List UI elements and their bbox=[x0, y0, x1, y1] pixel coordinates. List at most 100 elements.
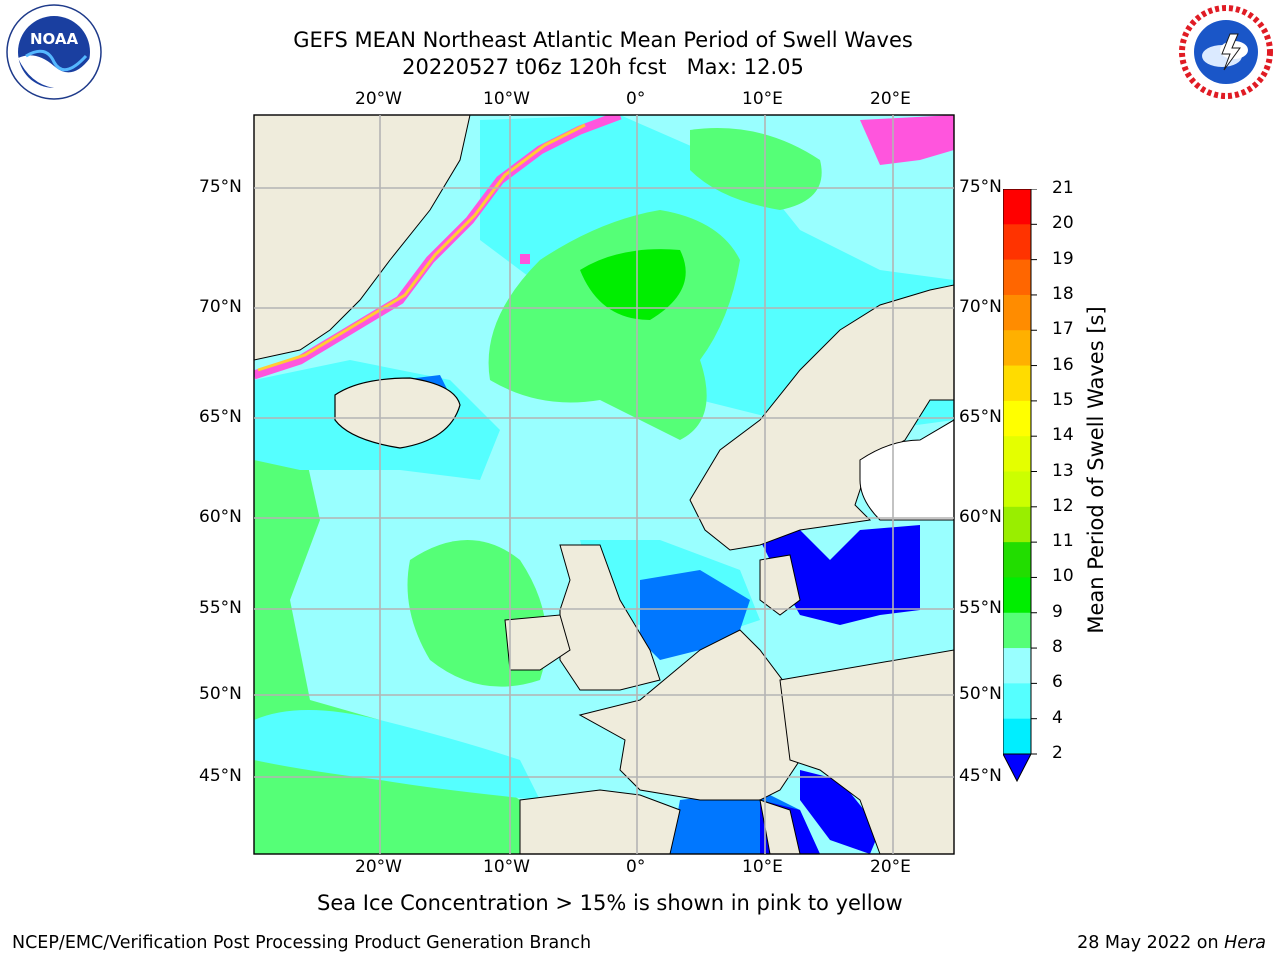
sea-under-2s-tyrrhenian bbox=[760, 800, 820, 854]
colorbar-label-6: 6 bbox=[1052, 672, 1063, 693]
lat-label-right-5: 55°N bbox=[959, 598, 1002, 618]
sea-8-9s-field bbox=[254, 115, 954, 854]
colorbar-label-18: 18 bbox=[1052, 283, 1074, 304]
lon-label-top-2: 10°W bbox=[483, 89, 530, 109]
greenland-ice-edge-inner bbox=[257, 123, 586, 372]
sea-2-4s-iceland-south bbox=[360, 375, 450, 405]
colorbar-label-20: 20 bbox=[1052, 213, 1074, 234]
sea-under-2s-adriatic bbox=[800, 770, 880, 854]
colorbar-label-12: 12 bbox=[1052, 495, 1074, 516]
sea-9-10s-north bbox=[690, 128, 822, 210]
colorbar-band-19-20 bbox=[1003, 224, 1031, 261]
noaa-logo-text: NOAA bbox=[30, 30, 79, 48]
denmark-land bbox=[759, 554, 801, 616]
colorbar-band-11-12 bbox=[1003, 506, 1031, 543]
colorbar-label-21: 21 bbox=[1052, 178, 1074, 198]
colorbar-label-14: 14 bbox=[1052, 425, 1074, 446]
lat-label-right-7: 45°N bbox=[959, 766, 1002, 786]
colorbar-band-14-15 bbox=[1003, 400, 1031, 437]
gulf-of-bothnia-ice-free bbox=[859, 419, 954, 521]
chart-title: GEFS MEAN Northeast Atlantic Mean Period… bbox=[293, 28, 913, 52]
colorbar-label-4: 4 bbox=[1052, 707, 1063, 728]
colorbar-label-19: 19 bbox=[1052, 248, 1074, 269]
colorbar-band-18-19 bbox=[1003, 259, 1031, 296]
colorbar-label-11: 11 bbox=[1052, 531, 1074, 552]
lat-label-right-4: 60°N bbox=[959, 507, 1002, 527]
noaa-logo-icon: NOAA bbox=[6, 4, 102, 100]
colorbar-band-17-18 bbox=[1003, 294, 1031, 331]
sea-9-10s-norwegian-core bbox=[488, 210, 740, 440]
lon-label-bottom-1: 20°W bbox=[355, 857, 402, 877]
footer-left: NCEP/EMC/Verification Post Processing Pr… bbox=[12, 933, 592, 953]
colorbar-label-16: 16 bbox=[1052, 354, 1074, 375]
lon-label-top-4: 10°E bbox=[742, 89, 783, 109]
colorbar-label-13: 13 bbox=[1052, 460, 1074, 481]
sea-2-4s-north-sea bbox=[640, 570, 750, 660]
sea-6-8s-north-sea-rim bbox=[580, 540, 760, 640]
colorbar-label-10: 10 bbox=[1052, 566, 1074, 587]
sea-9-10s-southwest bbox=[254, 420, 540, 854]
lat-label-left-4: 60°N bbox=[199, 507, 242, 527]
svalbard-ice bbox=[860, 115, 954, 165]
colorbar-band-15-16 bbox=[1003, 365, 1031, 402]
colorbar-band-4-6 bbox=[1003, 683, 1031, 720]
colorbar-extend-arrow bbox=[1002, 753, 1032, 783]
nws-logo-icon bbox=[1178, 4, 1274, 100]
footer-date: 28 May 2022 on bbox=[1077, 933, 1225, 953]
sea-2-4s-mediterranean bbox=[670, 790, 820, 854]
lon-label-bottom-5: 20°E bbox=[870, 857, 911, 877]
italy-land bbox=[759, 799, 801, 854]
colorbar-band-10-11 bbox=[1003, 542, 1031, 578]
lat-label-right-3: 65°N bbox=[959, 407, 1002, 427]
greenland-land bbox=[254, 115, 471, 361]
great-britain-land bbox=[559, 544, 661, 691]
lon-label-top-3: 0° bbox=[626, 89, 646, 109]
lat-label-left-6: 50°N bbox=[199, 684, 242, 704]
scandinavia-land bbox=[689, 284, 954, 551]
footer-right: 28 May 2022 on Hera bbox=[1077, 933, 1266, 953]
footer-machine: Hera bbox=[1224, 933, 1266, 953]
colorbar-band-6-8 bbox=[1003, 648, 1031, 684]
sea-under-2s-baltic bbox=[760, 525, 920, 625]
jan-mayen-ice bbox=[520, 254, 530, 264]
colorbar-label-17: 17 bbox=[1052, 319, 1074, 340]
colorbar-title-wrap: Mean Period of Swell Waves [s] bbox=[1084, 306, 1114, 633]
lat-label-left-3: 65°N bbox=[199, 407, 242, 427]
colorbar-band-13-14 bbox=[1003, 436, 1031, 472]
chart-subtitle: 20220527 t06z 120h fcst Max: 12.05 bbox=[402, 55, 804, 79]
sea-6-8s-biscay bbox=[254, 710, 540, 800]
iceland-land bbox=[334, 377, 461, 449]
lon-label-top-1: 20°W bbox=[355, 89, 402, 109]
colorbar-label-15: 15 bbox=[1052, 389, 1074, 410]
colorbar-label-2: 2 bbox=[1052, 743, 1063, 763]
lon-label-top-5: 20°E bbox=[870, 89, 911, 109]
iberia-land bbox=[519, 789, 681, 854]
lon-label-bottom-2: 10°W bbox=[483, 857, 530, 877]
sea-6-8s-iceland-belt bbox=[254, 360, 500, 480]
colorbar-band-20-21 bbox=[1003, 189, 1031, 225]
sea-9-10s-west-of-ireland bbox=[407, 540, 547, 687]
ireland-land bbox=[504, 614, 571, 671]
france-land bbox=[578, 629, 801, 801]
colorbar-label-9: 9 bbox=[1052, 601, 1063, 622]
lat-label-left-2: 70°N bbox=[199, 297, 242, 317]
central-europe-land bbox=[779, 649, 954, 854]
sea-6-8s-norwegian-sea bbox=[480, 115, 954, 430]
colorbar-title: Mean Period of Swell Waves [s] bbox=[1084, 306, 1108, 634]
sea-ice-note: Sea Ice Concentration > 15% is shown in … bbox=[317, 891, 903, 915]
colorbar-band-16-17 bbox=[1003, 330, 1031, 367]
lat-label-right-6: 50°N bbox=[959, 684, 1002, 704]
colorbar-band-9-10 bbox=[1003, 577, 1031, 614]
colorbar-band-12-13 bbox=[1003, 471, 1031, 508]
lat-label-left-7: 45°N bbox=[199, 766, 242, 786]
lat-label-left-5: 55°N bbox=[199, 598, 242, 618]
lat-label-right-1: 75°N bbox=[959, 177, 1002, 197]
colorbar-band-8-9 bbox=[1003, 612, 1031, 649]
greenland-ice-edge bbox=[254, 115, 622, 380]
lon-label-bottom-3: 0° bbox=[626, 857, 646, 877]
colorbar-label-8: 8 bbox=[1052, 637, 1063, 658]
colorbar-band-2-4 bbox=[1003, 718, 1031, 755]
colorbar bbox=[1002, 188, 1043, 788]
lat-label-left-1: 75°N bbox=[199, 177, 242, 197]
sea-10-11s-core bbox=[580, 249, 686, 320]
